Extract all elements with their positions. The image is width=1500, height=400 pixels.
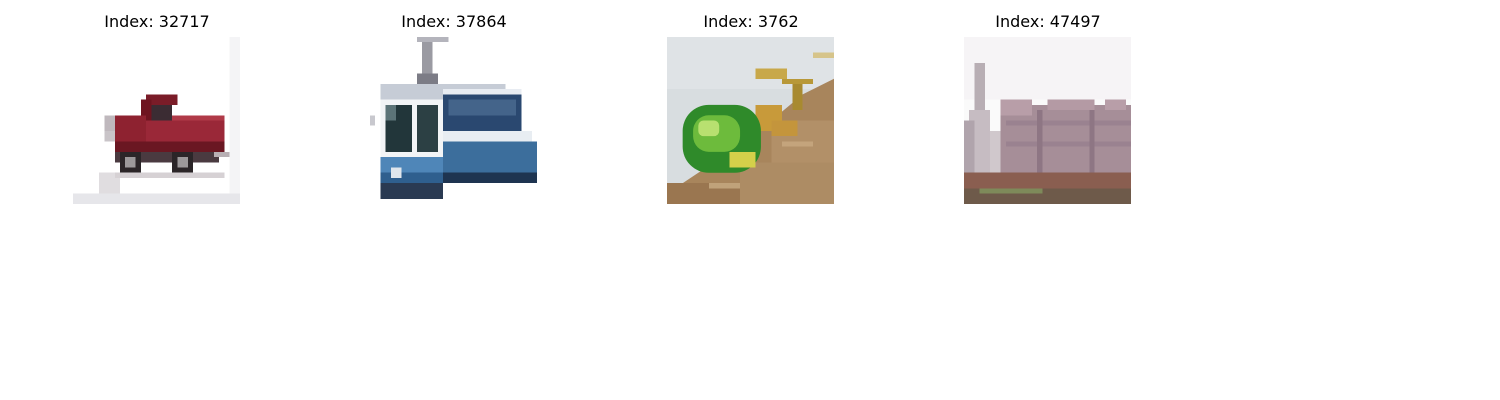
- panel-title: Index: 37864: [330, 12, 578, 31]
- tram-image: [370, 37, 537, 204]
- thumbnail-truck: [73, 37, 240, 204]
- panel-title: Index: 47497: [924, 12, 1172, 31]
- thumbnail-building: [964, 37, 1131, 204]
- thumbnail-tram: [370, 37, 537, 204]
- beetle-image: [667, 37, 834, 204]
- building-image: [964, 37, 1131, 204]
- thumbnail-beetle: [667, 37, 834, 204]
- panel-title: Index: 32717: [33, 12, 281, 31]
- truck-image: [73, 37, 240, 204]
- panel-title: Index: 3762: [627, 12, 875, 31]
